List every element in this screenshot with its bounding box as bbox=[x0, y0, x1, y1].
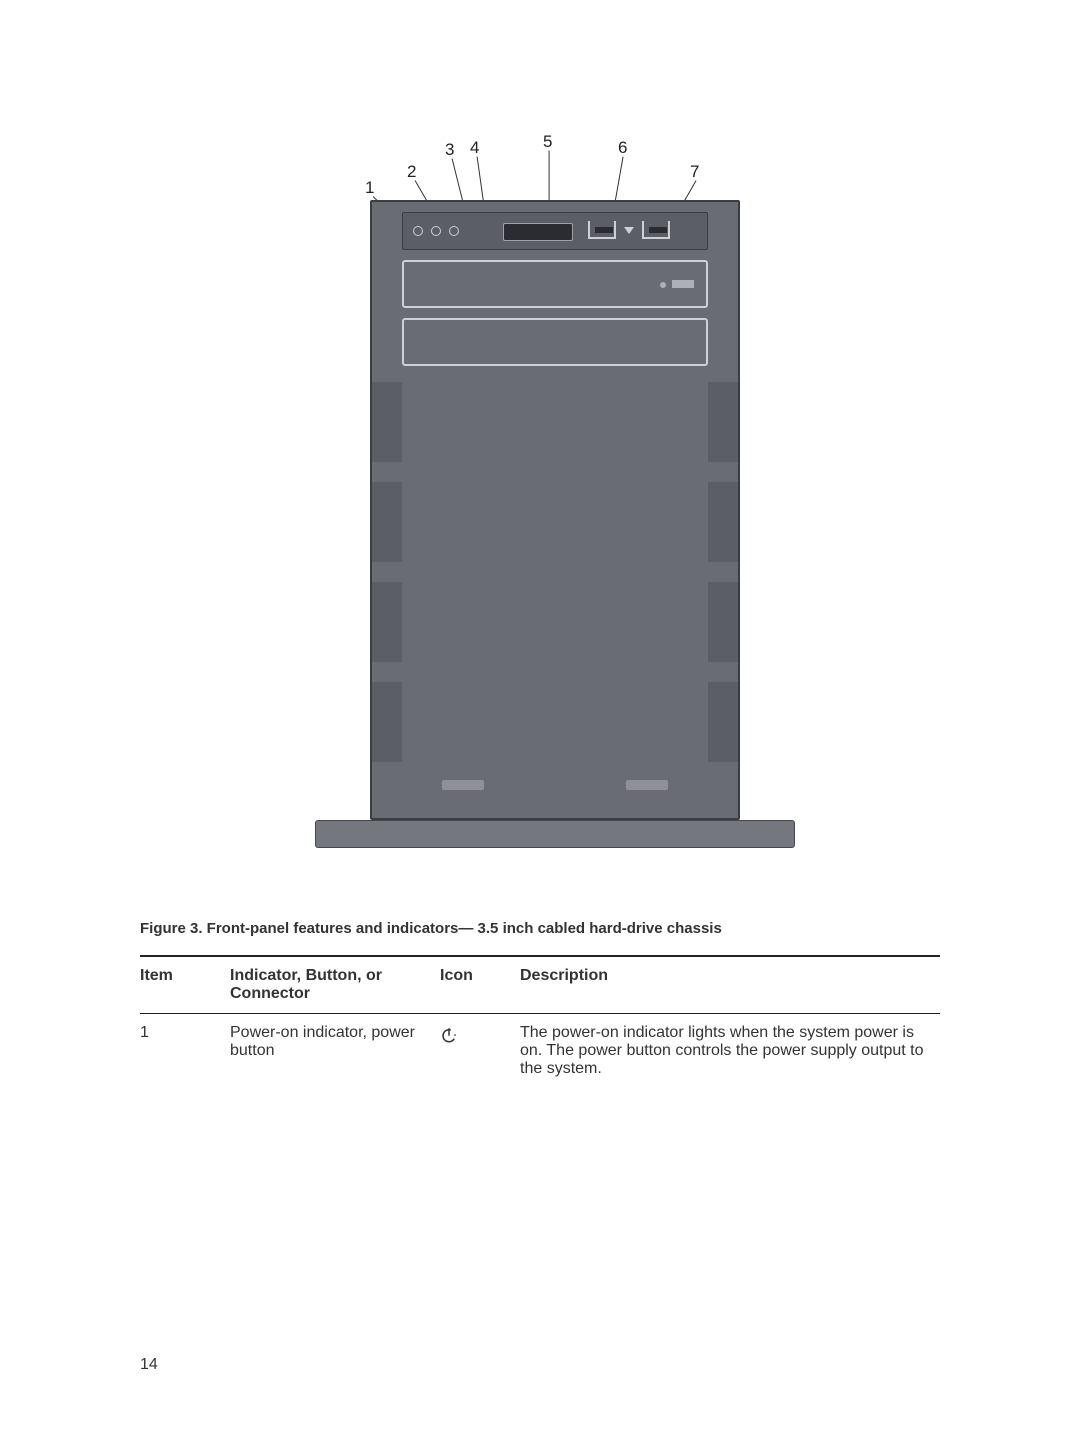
vent bbox=[708, 482, 738, 562]
th-description: Description bbox=[520, 956, 940, 1014]
callout-3: 3 bbox=[445, 140, 454, 160]
vent bbox=[372, 582, 402, 662]
foot-slot bbox=[626, 780, 668, 790]
table-header: Item Indicator, Button, or Connector Ico… bbox=[140, 956, 940, 1014]
chassis-diagram: 1 2 3 4 5 6 7 bbox=[260, 120, 820, 890]
vent bbox=[372, 382, 402, 462]
usb-port-group bbox=[588, 221, 670, 239]
features-table: Item Indicator, Button, or Connector Ico… bbox=[140, 955, 940, 1088]
vent bbox=[708, 682, 738, 762]
control-panel bbox=[402, 212, 708, 250]
cell-icon bbox=[440, 1014, 520, 1089]
figure-caption: Figure 3. Front-panel features and indic… bbox=[140, 920, 940, 937]
arrow-down-icon bbox=[624, 227, 634, 234]
document-page: 1 2 3 4 5 6 7 bbox=[0, 0, 1080, 1434]
vent bbox=[372, 682, 402, 762]
th-indicator: Indicator, Button, or Connector bbox=[230, 956, 440, 1014]
page-number: 14 bbox=[140, 1356, 158, 1374]
table-row: 1 Power-on indicator, power button The p… bbox=[140, 1014, 940, 1089]
callout-4: 4 bbox=[470, 138, 479, 158]
foot-slot bbox=[442, 780, 484, 790]
drive-activity-led bbox=[660, 282, 666, 288]
power-icon bbox=[440, 1026, 458, 1044]
th-item: Item bbox=[140, 956, 230, 1014]
optical-drive-bay bbox=[402, 260, 708, 308]
lcd-panel-graphic bbox=[503, 223, 573, 241]
cell-item: 1 bbox=[140, 1014, 230, 1089]
vent bbox=[372, 482, 402, 562]
callout-6: 6 bbox=[618, 138, 627, 158]
usb-port-2 bbox=[642, 221, 670, 239]
callout-5: 5 bbox=[543, 132, 552, 152]
chassis-foot bbox=[315, 820, 795, 848]
empty-drive-bay bbox=[402, 318, 708, 366]
nmi-button-graphic bbox=[431, 226, 441, 236]
vent bbox=[708, 582, 738, 662]
id-button-graphic bbox=[449, 226, 459, 236]
th-icon: Icon bbox=[440, 956, 520, 1014]
power-button-graphic bbox=[413, 226, 423, 236]
cell-description: The power-on indicator lights when the s… bbox=[520, 1014, 940, 1089]
chassis-body bbox=[370, 200, 740, 820]
drive-eject bbox=[672, 280, 694, 288]
vent bbox=[708, 382, 738, 462]
cell-indicator: Power-on indicator, power button bbox=[230, 1014, 440, 1089]
usb-port-1 bbox=[588, 221, 616, 239]
